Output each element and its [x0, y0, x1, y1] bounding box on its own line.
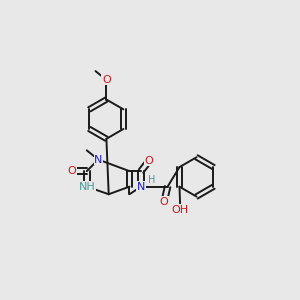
Text: O: O	[145, 156, 154, 166]
Text: O: O	[102, 75, 111, 85]
Text: N: N	[94, 154, 103, 165]
Text: O: O	[68, 166, 76, 176]
Text: NH: NH	[78, 182, 95, 192]
Text: O: O	[160, 196, 169, 207]
Text: N: N	[137, 182, 145, 192]
Text: OH: OH	[172, 205, 189, 215]
Text: H: H	[148, 176, 155, 185]
